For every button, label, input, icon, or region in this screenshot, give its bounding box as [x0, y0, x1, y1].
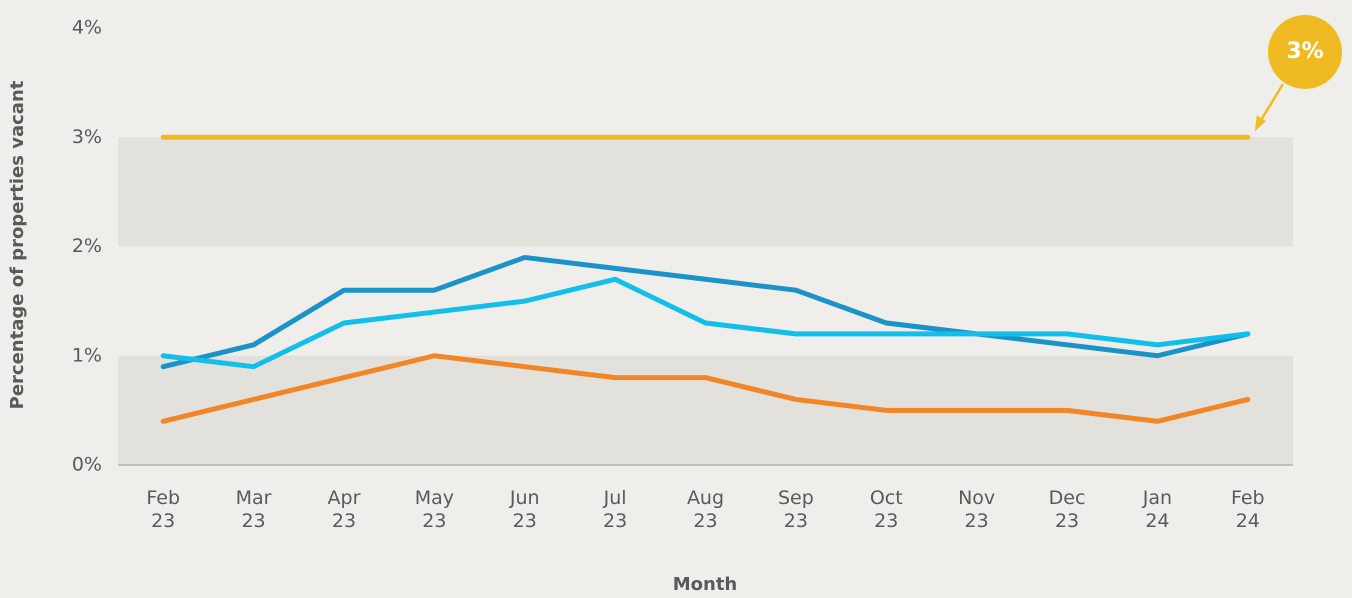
annotation-arrow	[1256, 83, 1285, 126]
x-tick-label: Jan 24	[1142, 487, 1173, 532]
annotation-arrowhead	[1254, 115, 1266, 132]
x-tick-label: Feb 23	[146, 487, 180, 532]
y-axis-label: Percentage of properties vacant	[7, 80, 28, 409]
annotation-label: 3%	[1286, 39, 1323, 64]
x-tick-label: Oct 23	[869, 487, 903, 532]
x-tick-label: Sep 23	[777, 487, 814, 532]
grid-band	[118, 137, 1293, 247]
series-line	[160, 254, 1251, 370]
y-tick-label: 3%	[72, 126, 102, 148]
x-tick-label: Mar 23	[235, 487, 272, 532]
y-tick-label: 1%	[72, 344, 102, 366]
x-axis-label: Month	[673, 574, 738, 595]
y-tick-label: 4%	[72, 17, 102, 39]
x-tick-label: Aug 23	[686, 487, 725, 532]
x-tick-label: Dec 23	[1048, 487, 1086, 532]
y-tick-label: 0%	[72, 454, 102, 476]
x-tick-label: Apr 23	[327, 487, 361, 532]
grid-band	[118, 355, 1293, 465]
y-tick-label: 2%	[72, 235, 102, 257]
annotation-bubble	[1268, 15, 1342, 89]
x-tick-label: May 23	[414, 487, 454, 532]
x-tick-label: Jul 23	[603, 487, 628, 532]
x-tick-label: Feb 24	[1230, 487, 1265, 532]
series-line	[160, 276, 1251, 370]
series-line	[160, 353, 1251, 424]
x-tick-label: Jun 23	[509, 487, 540, 532]
x-tick-label: Nov 23	[958, 487, 996, 532]
